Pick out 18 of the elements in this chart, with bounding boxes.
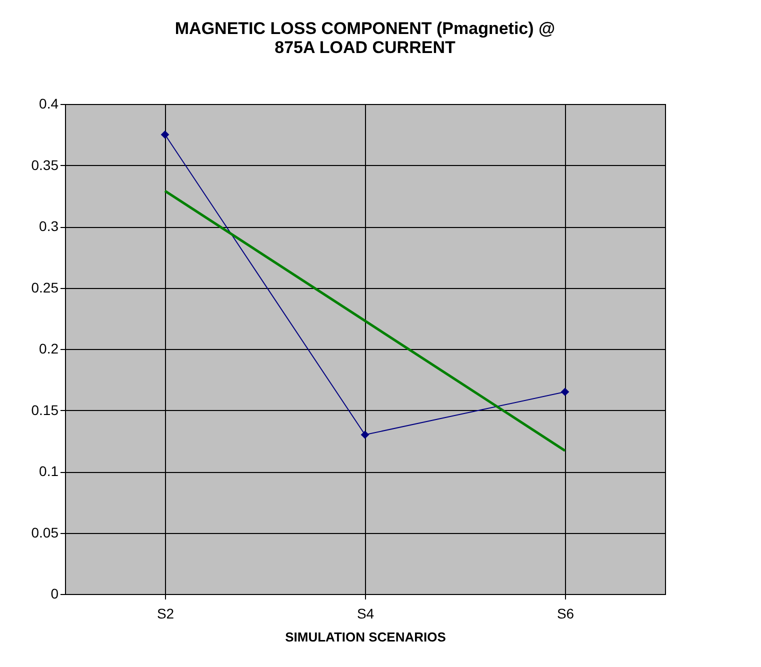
x-tick-label: S6 xyxy=(556,606,574,622)
point xyxy=(560,388,570,396)
x-tick-label: S2 xyxy=(156,606,174,622)
point xyxy=(360,430,370,439)
y-tick-label: 0.2 xyxy=(39,340,59,356)
point xyxy=(160,130,170,139)
y-tick-label: 0.05 xyxy=(31,524,59,540)
text: MAGNETIC LOSS COMPONENT (Pmagnetic) @ xyxy=(174,19,556,38)
y-tick-label: 0.4 xyxy=(39,96,59,112)
y-tick-label: 0.25 xyxy=(31,279,59,296)
y-tick-label: 0 xyxy=(50,586,59,602)
y-tick-label: 0.1 xyxy=(39,463,59,479)
text: 875A LOAD CURRENT xyxy=(274,38,456,57)
x-axis-title: SIMULATION SCENARIOS xyxy=(285,630,446,644)
x-tick-label: S4 xyxy=(356,606,374,622)
y-tick-label: 0.35 xyxy=(31,156,59,173)
y-tick-label: 0.15 xyxy=(31,402,59,418)
y-tick-label: 0.3 xyxy=(39,218,59,234)
